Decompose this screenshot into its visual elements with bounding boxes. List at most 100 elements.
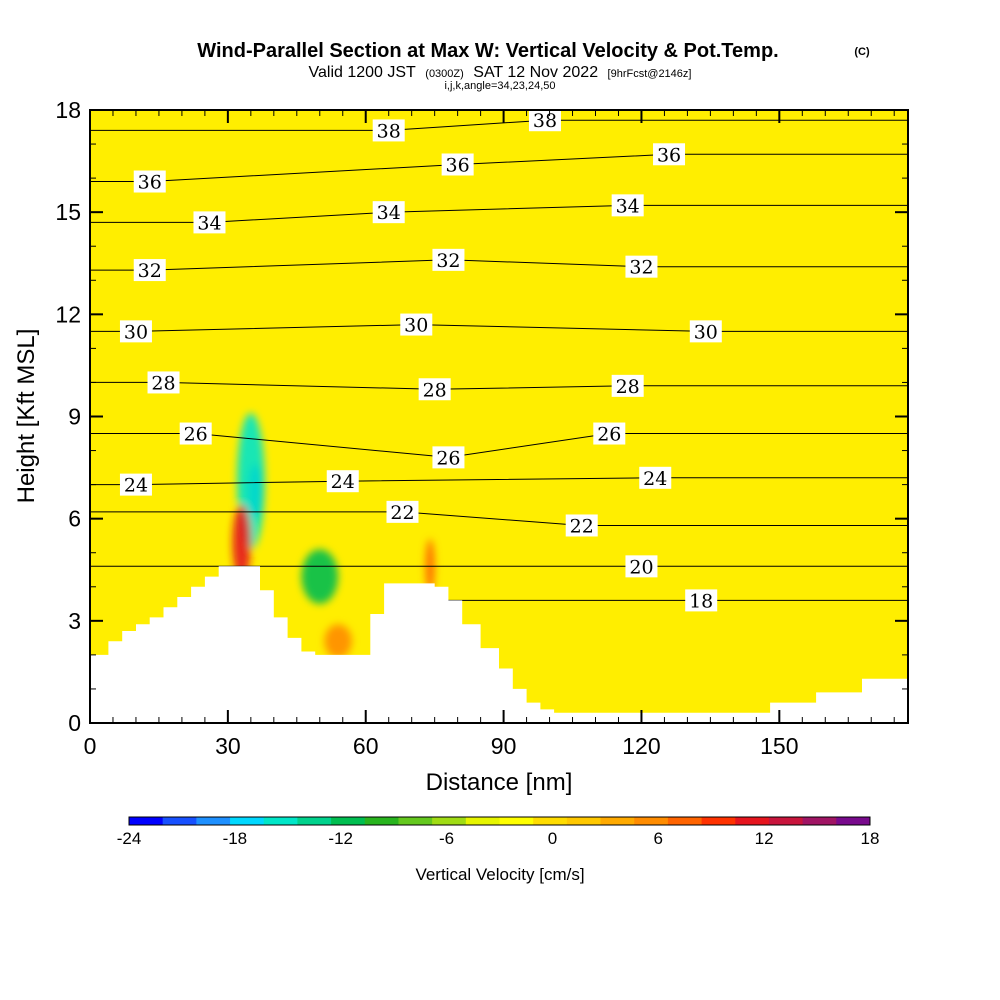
theta-label-text: 34 <box>377 202 401 224</box>
theta-label: 32 <box>625 255 658 279</box>
theta-label-text: 30 <box>124 321 148 343</box>
theta-label: 28 <box>611 374 644 398</box>
y-tick-label: 12 <box>55 301 81 327</box>
theta-label-text: 26 <box>184 424 208 446</box>
theta-label: 36 <box>653 143 686 166</box>
colorbar-swatch <box>297 817 332 825</box>
colorbar-tick-label: 6 <box>654 829 663 848</box>
colorbar-swatch <box>364 817 399 825</box>
colorbar-swatch <box>600 817 635 825</box>
theta-label-text: 24 <box>331 471 355 493</box>
theta-label-text: 26 <box>436 447 460 469</box>
theta-label-bg <box>625 255 658 278</box>
theta-label: 26 <box>179 422 212 446</box>
chart-title: Wind-Parallel Section at Max W: Vertical… <box>197 40 778 62</box>
theta-label: 30 <box>119 320 152 343</box>
theta-label-bg <box>193 211 226 234</box>
colorbar-swatch <box>465 817 500 825</box>
x-tick-label: 150 <box>760 733 798 759</box>
theta-label: 32 <box>133 259 166 282</box>
theta-label-text: 22 <box>390 502 414 524</box>
theta-label-text: 28 <box>151 372 175 394</box>
x-axis: 0 30 60 90 120 150 <box>84 110 895 759</box>
theta-label: 36 <box>133 170 166 194</box>
colorbar-swatch <box>196 817 231 825</box>
theta-label-text: 24 <box>124 475 148 497</box>
theta-label: 36 <box>441 153 474 176</box>
colorbar-swatch <box>735 817 770 825</box>
x-tick-label: 30 <box>215 733 241 759</box>
colorbar-swatch <box>802 817 837 825</box>
velocity-shading <box>232 413 435 659</box>
x-tick-label: 60 <box>353 733 379 759</box>
theta-label-bg <box>326 470 359 493</box>
colorbar-swatch <box>499 817 534 825</box>
y-tick-label: 15 <box>55 199 81 225</box>
colorbar-swatch <box>129 817 164 825</box>
colorbar-swatch <box>162 817 197 825</box>
theta-contour-38 <box>90 119 908 131</box>
colorbar-swatch <box>533 817 568 825</box>
theta-label-bg <box>685 589 718 612</box>
theta-label-bg <box>528 110 561 132</box>
theta-label-bg <box>689 320 722 343</box>
colorbar-tick-label: 0 <box>548 829 557 848</box>
theta-label-text: 18 <box>689 590 713 612</box>
theta-label-bg <box>441 153 474 176</box>
y-axis-label: Height [Kft MSL] <box>13 329 40 504</box>
velocity-feature-6 <box>324 624 352 659</box>
theta-label-text: 32 <box>629 257 653 279</box>
colorbar-tick-label: 12 <box>755 829 774 848</box>
theta-label-text: 32 <box>436 250 460 272</box>
theta-label-text: 34 <box>197 212 221 234</box>
theta-label: 26 <box>432 446 465 469</box>
theta-label: 28 <box>418 378 451 401</box>
theta-label-bg <box>432 248 465 271</box>
theta-label: 38 <box>528 110 561 132</box>
theta-label: 34 <box>611 194 644 217</box>
theta-label-bg <box>372 119 405 142</box>
colorbar-swatch <box>432 817 467 825</box>
valid-utc: (0300Z) <box>425 68 464 80</box>
theta-label-text: 24 <box>643 468 667 490</box>
theta-label-bg <box>625 555 658 578</box>
theta-label-text: 36 <box>138 172 162 194</box>
theta-label-bg <box>386 500 419 523</box>
theta-label-bg <box>639 466 672 489</box>
theta-label-bg <box>611 374 644 397</box>
theta-contour-22 <box>90 511 908 526</box>
theta-label-bg <box>400 313 433 336</box>
theta-label: 30 <box>400 313 433 337</box>
theta-label: 24 <box>639 466 672 490</box>
theta-label-bg <box>179 422 212 445</box>
theta-label: 22 <box>565 514 598 537</box>
theta-label-bg <box>653 143 686 166</box>
theta-label-text: 28 <box>616 376 640 398</box>
colorbar-tick-label: -6 <box>439 829 454 848</box>
terrain <box>90 566 908 723</box>
plot-area: 18 20 22 22 24 24 24 26 26 26 28 28 28 30 30 30 32 32 32 34… <box>90 110 908 723</box>
theta-label-text: 22 <box>570 515 594 537</box>
colorbar-swatch <box>634 817 669 825</box>
theta-label-text: 36 <box>446 154 470 176</box>
theta-label-text: 20 <box>629 556 653 578</box>
forecast-info: [9hrFcst@2146z] <box>608 68 692 80</box>
colorbar-swatch <box>667 817 703 825</box>
theta-label-text: 38 <box>377 120 401 142</box>
colorbar-swatch <box>331 817 366 825</box>
y-tick-label: 0 <box>68 710 81 736</box>
colorbar-swatch <box>768 817 804 825</box>
theta-label-text: 30 <box>694 321 718 343</box>
valid-date: SAT 12 Nov 2022 <box>473 64 598 81</box>
theta-label: 18 <box>685 589 718 612</box>
copyright-mark: (C) <box>854 46 870 58</box>
grid-indices: i,j,k,angle=34,23,24,50 <box>444 80 555 92</box>
theta-label: 28 <box>147 371 180 394</box>
theta-label-bg <box>418 378 451 401</box>
colorbar-swatch <box>263 817 298 825</box>
theta-label-text: 28 <box>423 379 447 401</box>
colorbar-ticks: -24 -18 -12 -6 0 6 12 18 <box>117 829 880 848</box>
x-tick-label: 0 <box>84 733 97 759</box>
